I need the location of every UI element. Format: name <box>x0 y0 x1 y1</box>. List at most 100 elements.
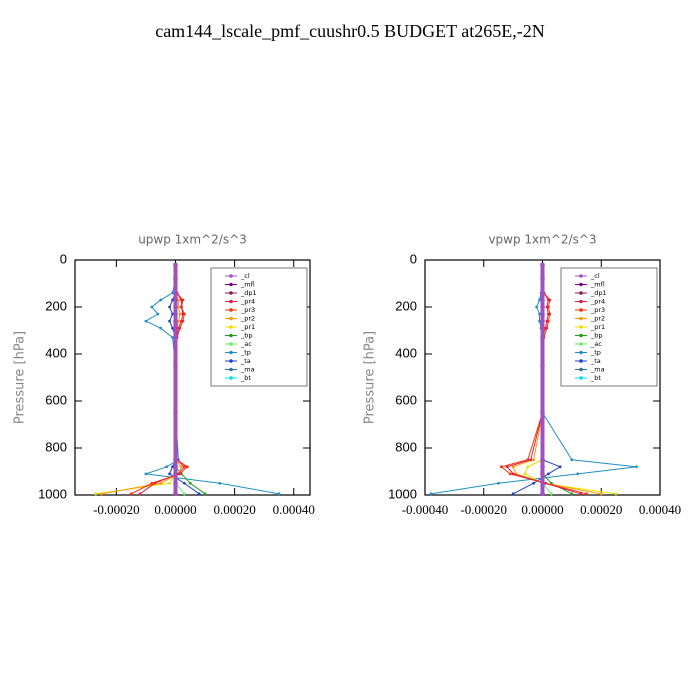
series-marker <box>540 491 545 497</box>
series-marker <box>153 481 157 485</box>
series-line <box>139 264 186 495</box>
y-tick-label: 600 <box>45 392 67 407</box>
series-marker <box>171 326 174 330</box>
series-marker <box>168 481 171 485</box>
legend-marker <box>229 299 233 304</box>
series-marker <box>540 471 545 477</box>
legend-marker <box>579 282 583 287</box>
series-marker <box>635 465 638 469</box>
legend-label: _dp1 <box>240 289 257 297</box>
legend-label: _bt <box>590 374 601 382</box>
series-marker <box>535 305 539 309</box>
series-marker <box>538 312 541 316</box>
legend-marker <box>579 308 583 312</box>
series-marker <box>171 298 174 302</box>
series-marker <box>173 325 178 331</box>
legend-label: _ma <box>240 366 255 374</box>
series-marker <box>497 481 500 485</box>
series-marker <box>173 491 178 497</box>
legend-marker <box>579 359 583 363</box>
legend-marker <box>579 325 583 329</box>
series-marker <box>546 298 550 302</box>
series-marker <box>181 312 185 316</box>
series-line <box>144 264 280 495</box>
legend-label: _bt <box>240 374 251 382</box>
series-marker <box>429 492 433 496</box>
series-marker <box>173 410 178 415</box>
plot-frame <box>74 259 311 496</box>
series-marker <box>173 276 178 281</box>
series-marker <box>540 481 545 486</box>
series-marker <box>540 457 545 462</box>
y-tick-label: 0 <box>410 251 417 266</box>
legend-label: _pr4 <box>240 298 255 306</box>
series-marker <box>532 458 536 462</box>
legend-marker <box>229 291 233 295</box>
series-marker <box>218 481 222 485</box>
series-marker <box>526 465 530 469</box>
series-marker <box>156 312 160 316</box>
series-marker <box>171 291 174 295</box>
legend-label: _ac <box>590 340 602 348</box>
series-line <box>130 264 189 495</box>
legend-label: _cl <box>590 272 600 280</box>
legend-label: _cl <box>240 272 250 280</box>
x-tick-label: -0.00020 <box>93 502 140 517</box>
series-marker <box>614 492 618 496</box>
series-marker <box>599 492 603 496</box>
series-marker <box>129 492 133 496</box>
series-marker <box>173 318 178 324</box>
series-marker <box>171 465 174 469</box>
series-marker <box>540 318 545 324</box>
x-tick-label: 0.00000 <box>154 502 196 517</box>
series-marker <box>576 472 580 476</box>
series-marker <box>546 312 550 316</box>
series-marker <box>177 472 180 476</box>
series-marker <box>505 465 509 469</box>
y-tick-label: 800 <box>395 439 417 454</box>
series-marker <box>150 305 154 309</box>
legend-label: _bp <box>240 332 253 340</box>
series-marker <box>545 319 549 323</box>
series-marker <box>180 305 183 309</box>
series-marker <box>100 492 104 496</box>
series-marker <box>180 298 183 302</box>
series-marker <box>150 481 154 485</box>
panel-title: upwp 1xm^2/s^3 <box>138 233 247 247</box>
series-marker <box>144 319 148 323</box>
series-marker <box>540 325 545 331</box>
y-tick-label: 400 <box>395 345 417 360</box>
series-marker <box>540 335 545 340</box>
legend-marker <box>579 367 583 372</box>
series-marker <box>173 457 178 462</box>
y-tick-label: 1000 <box>38 486 67 501</box>
y-tick-label: 1000 <box>388 486 417 501</box>
legend-marker <box>579 376 583 380</box>
legend-marker <box>579 291 583 295</box>
series-marker <box>532 481 536 485</box>
y-tick-label: 800 <box>45 439 67 454</box>
series-marker <box>168 319 171 323</box>
series-marker <box>165 465 169 469</box>
legend-label: _pr1 <box>590 323 605 331</box>
series-marker <box>540 262 545 267</box>
series-marker <box>545 305 549 309</box>
series-marker <box>177 305 180 309</box>
series-marker <box>570 492 574 496</box>
series-marker <box>540 464 545 469</box>
series-marker <box>138 492 142 496</box>
series-marker <box>173 262 178 267</box>
y-tick-label: 600 <box>395 392 417 407</box>
legend-label: _pr2 <box>240 315 255 323</box>
series-marker <box>511 472 515 476</box>
series-marker <box>182 465 186 469</box>
legend-label: _pr1 <box>240 323 255 331</box>
series-line <box>500 264 587 495</box>
series-marker <box>159 298 163 302</box>
series-marker <box>499 465 503 469</box>
x-tick-label: -0.00040 <box>402 502 449 517</box>
legend-marker <box>579 333 583 338</box>
chart-title: cam144_lscale_pmf_cuushr0.5 BUDGET at265… <box>155 21 545 41</box>
series-marker <box>508 472 512 476</box>
series-marker <box>540 304 545 310</box>
